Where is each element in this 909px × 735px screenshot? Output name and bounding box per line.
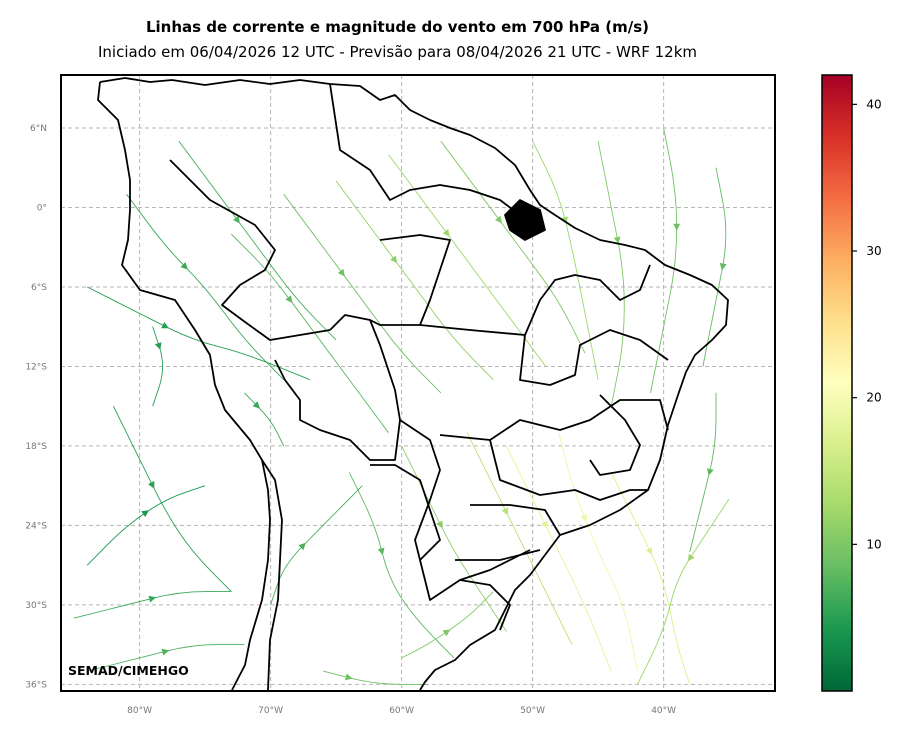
streamline [283, 193, 442, 394]
streamline-arrow [541, 520, 548, 529]
streamline [230, 233, 389, 433]
lat-tick-label: 12°S [25, 362, 47, 372]
streamline [702, 167, 727, 367]
colorbar-tick-label: 30 [866, 244, 881, 258]
uruguay-border [459, 579, 511, 631]
streamline-arrow [180, 262, 188, 270]
guianas-border [329, 83, 521, 216]
streamline [87, 644, 245, 672]
streamline [270, 485, 363, 606]
brazil-north-border [169, 159, 331, 341]
credit-label: SEMAD/CIMEHGO [68, 663, 189, 678]
brazil-state-borders-a [369, 234, 451, 326]
streamline-arrow [233, 215, 240, 224]
lat-tick-label: 36°S [25, 680, 47, 690]
streamline-arrow [495, 215, 502, 224]
brazil-west-border [329, 314, 531, 601]
streamline-arrow [148, 595, 157, 603]
streamline [505, 445, 612, 672]
streamline-arrow [148, 481, 155, 489]
chart-title: Linhas de corrente e magnitude do vento … [145, 18, 650, 36]
streamline-arrow [442, 629, 451, 637]
streamline-arrow [442, 229, 450, 237]
streamline-arrow [252, 401, 260, 409]
streamline-arrow [390, 255, 398, 264]
streamline-arrow [719, 263, 727, 271]
marajo-island [504, 199, 546, 241]
lat-tick-label: 30°S [25, 601, 47, 611]
streamline [244, 392, 285, 447]
streamline [401, 591, 494, 659]
streamline [610, 472, 691, 685]
streamline-arrow [436, 520, 443, 529]
chart-subtitle: Iniciado em 06/04/2026 12 UTC - Previsão… [97, 43, 698, 61]
pacific-coast [97, 81, 271, 691]
streamline-arrow [337, 268, 345, 277]
lat-tick-label: 24°S [25, 521, 47, 531]
axis-tick-labels: 6°N 0° 6°S 12°S 18°S 24°S 30°S 36°S 80°W 70°W 60°W… [25, 124, 676, 716]
colorbar-frame [821, 74, 853, 692]
brazil-state-borders-e [489, 439, 648, 501]
streamline-arrow [141, 510, 150, 517]
streamline-arrow [501, 507, 508, 516]
streamline-arrow [161, 648, 170, 656]
streamline-arrow [345, 673, 353, 681]
paraguay-border [370, 464, 441, 561]
brazil-state-borders-d [439, 399, 669, 441]
streamline [112, 406, 232, 592]
colorbar-bar [822, 75, 852, 691]
brazil-state-borders-h [455, 549, 541, 561]
streamline [73, 591, 232, 619]
lat-tick-label: 6°S [31, 283, 47, 293]
streamline [322, 670, 428, 685]
streamline [558, 432, 638, 672]
lat-tick-label: 6°N [30, 124, 47, 134]
streamline [178, 140, 337, 341]
colorbar: 10 20 30 40 [821, 74, 882, 692]
andes-border [261, 459, 283, 691]
streamline [440, 140, 586, 354]
lat-tick-label: 0° [37, 203, 47, 213]
brazil-state-borders-g [470, 504, 561, 536]
colorbar-tick-label: 40 [866, 97, 881, 111]
streamline-arrow [298, 542, 306, 551]
streamline-arrow [645, 547, 653, 555]
brazil-state-borders-c [519, 329, 669, 386]
colorbar-tick-label: 10 [866, 537, 881, 551]
streamline [401, 445, 507, 632]
streamline-arrow [687, 553, 695, 562]
streamline [86, 286, 311, 381]
streamline-arrow [580, 514, 587, 522]
streamline-arrow [154, 342, 162, 350]
lon-tick-label: 70°W [258, 706, 283, 716]
lon-tick-label: 80°W [127, 706, 152, 716]
streamline-arrow [613, 236, 621, 244]
streamline-arrow [285, 295, 293, 303]
map-gridlines [61, 75, 775, 691]
continent-outline [99, 77, 729, 691]
streamline [532, 141, 599, 380]
streamline [335, 180, 494, 381]
lat-tick-label: 18°S [25, 442, 47, 452]
lon-tick-label: 60°W [389, 706, 414, 716]
streamline-arrow [377, 547, 385, 556]
colorbar-tick-label: 20 [866, 391, 881, 405]
streamline [689, 392, 717, 553]
streamline-arrow [673, 223, 681, 231]
streamline-arrow [706, 468, 714, 476]
brazil-state-borders-f [589, 394, 641, 476]
bolivia-border [274, 359, 401, 461]
map-frame [60, 74, 776, 692]
brazil-state-borders-b [419, 264, 651, 336]
streamline [86, 485, 206, 566]
lon-tick-label: 40°W [651, 706, 676, 716]
streamline [636, 498, 730, 685]
lon-tick-label: 50°W [520, 706, 545, 716]
country-borders [97, 77, 729, 691]
streamlines-layer [73, 127, 730, 685]
streamline-arrow [161, 322, 169, 329]
